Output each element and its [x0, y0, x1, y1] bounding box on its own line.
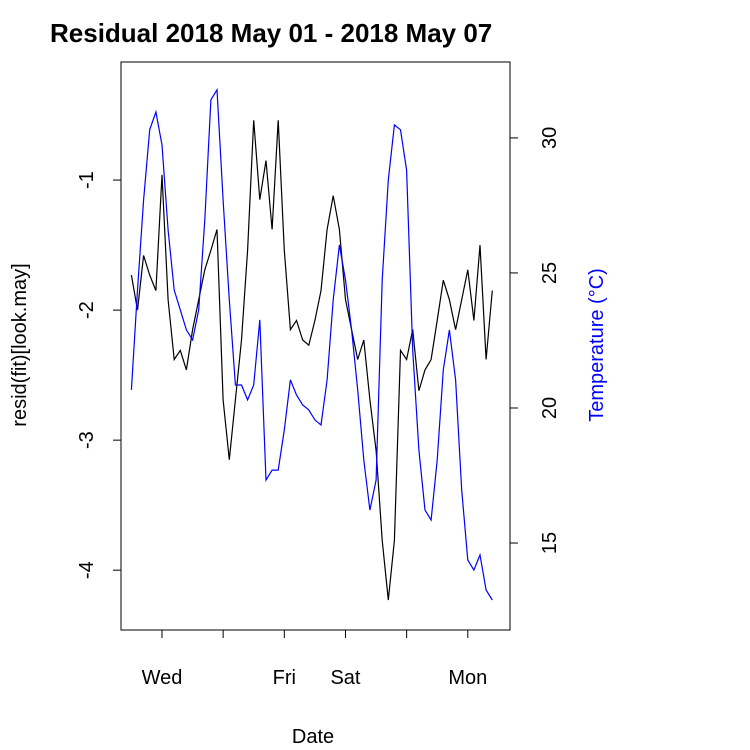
y2-tick-label: 15 [539, 532, 561, 554]
y-tick-label: -2 [76, 301, 98, 319]
x-tick-label: Fri [273, 667, 296, 689]
y2-tick-label: 25 [539, 262, 561, 284]
x-tick-label: Mon [448, 667, 487, 689]
y-axis-label: resid(fit)[look.may] [9, 263, 31, 426]
plot-box [120, 61, 511, 631]
series-line [130, 87, 493, 601]
y-tick-label: -1 [76, 171, 98, 189]
chart-title: Residual 2018 May 01 - 2018 May 07 [50, 18, 492, 48]
y2-axis-label: Temperature (°C) [586, 268, 608, 422]
y2-tick-label: 30 [539, 127, 561, 149]
x-tick-label: Wed [142, 667, 183, 689]
y-tick-label: -3 [76, 431, 98, 449]
y-tick-label: -4 [76, 561, 98, 579]
x-axis-label: Date [292, 726, 334, 748]
series-line [130, 120, 493, 601]
x-tick-label: Sat [330, 667, 360, 689]
y2-tick-label: 20 [539, 397, 561, 419]
